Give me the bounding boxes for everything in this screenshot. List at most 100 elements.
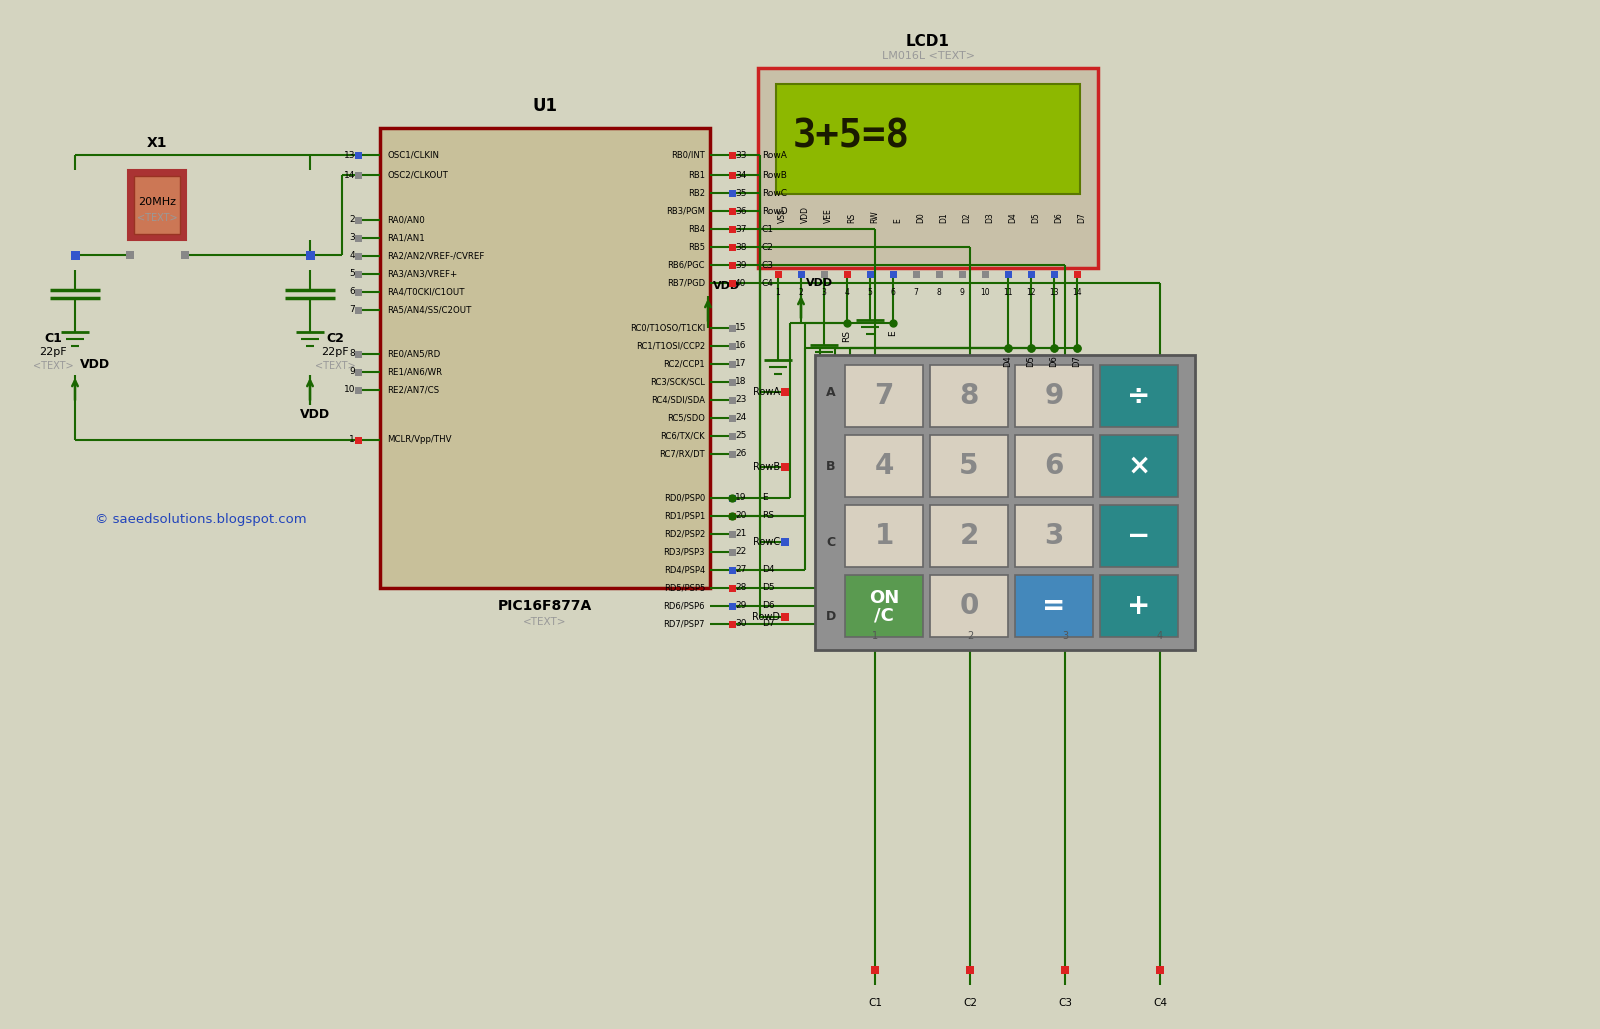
Text: D3: D3 <box>986 212 994 223</box>
Bar <box>381 128 710 588</box>
Text: ×: × <box>1128 452 1150 480</box>
Bar <box>930 435 1008 497</box>
Text: A: A <box>826 386 835 398</box>
Bar <box>774 271 781 278</box>
Text: X1: X1 <box>147 136 168 150</box>
Text: 33: 33 <box>734 150 747 159</box>
Text: PIC16F877A: PIC16F877A <box>498 599 592 613</box>
Text: 0: 0 <box>960 592 979 620</box>
Bar <box>355 151 362 158</box>
Text: RowC: RowC <box>762 188 787 198</box>
Text: 30: 30 <box>734 619 747 629</box>
Text: RowC: RowC <box>754 537 781 547</box>
Bar <box>1014 435 1093 497</box>
Bar <box>728 343 736 350</box>
Text: 20: 20 <box>734 511 746 521</box>
Text: D4: D4 <box>762 566 774 574</box>
Bar <box>1101 575 1178 637</box>
Bar <box>728 603 736 609</box>
Text: C1: C1 <box>762 224 774 234</box>
Bar <box>355 252 362 259</box>
Text: VDD: VDD <box>802 206 810 223</box>
Text: C2: C2 <box>963 998 978 1008</box>
Bar <box>728 584 736 592</box>
Bar <box>1027 271 1035 278</box>
Text: /C: /C <box>874 607 894 625</box>
Text: RC4/SDI/SDA: RC4/SDI/SDA <box>651 395 706 404</box>
Text: 8: 8 <box>349 350 355 358</box>
Text: 4: 4 <box>349 251 355 260</box>
Text: 21: 21 <box>734 530 746 538</box>
Text: RB0/INT: RB0/INT <box>672 150 706 159</box>
Text: 2: 2 <box>798 288 803 297</box>
Bar <box>355 368 362 376</box>
Text: RB3/PGM: RB3/PGM <box>666 207 706 215</box>
Text: 4: 4 <box>845 288 850 297</box>
Text: 2: 2 <box>966 631 973 641</box>
Text: RE0/AN5/RD: RE0/AN5/RD <box>387 350 440 358</box>
Text: C1: C1 <box>867 998 882 1008</box>
Bar <box>728 379 736 386</box>
Text: 34: 34 <box>734 171 746 179</box>
Bar <box>890 271 896 278</box>
Text: 39: 39 <box>734 260 747 270</box>
Bar <box>845 435 923 497</box>
Text: VDD: VDD <box>714 281 741 291</box>
Bar <box>70 250 80 259</box>
Text: C3: C3 <box>762 260 774 270</box>
Text: RowA: RowA <box>762 150 787 159</box>
Text: <TEXT>: <TEXT> <box>32 361 74 371</box>
Text: RA2/AN2/VREF-/CVREF: RA2/AN2/VREF-/CVREF <box>387 251 485 260</box>
Bar <box>936 271 942 278</box>
Bar <box>355 216 362 223</box>
Bar <box>797 271 805 278</box>
Text: 14: 14 <box>1072 288 1082 297</box>
Bar <box>930 365 1008 427</box>
Text: RC1/T1OSI/CCP2: RC1/T1OSI/CCP2 <box>635 342 706 351</box>
Text: 19: 19 <box>734 494 747 502</box>
Bar <box>1101 435 1178 497</box>
Text: D5: D5 <box>1030 212 1040 223</box>
Text: D1: D1 <box>939 212 947 223</box>
Text: RA5/AN4/SS/C2OUT: RA5/AN4/SS/C2OUT <box>387 306 472 315</box>
Text: VSS: VSS <box>778 208 787 223</box>
Text: RB7/PGD: RB7/PGD <box>667 279 706 287</box>
Text: VEE: VEE <box>824 208 834 223</box>
Text: RW: RW <box>870 210 878 223</box>
Bar <box>728 244 736 250</box>
Text: 1: 1 <box>874 522 894 549</box>
Bar <box>1014 575 1093 637</box>
Text: RowD: RowD <box>752 612 781 622</box>
Bar <box>728 548 736 556</box>
Text: 5: 5 <box>867 288 872 297</box>
Text: RD2/PSP2: RD2/PSP2 <box>664 530 706 538</box>
Text: RC6/TX/CK: RC6/TX/CK <box>661 431 706 440</box>
Bar <box>728 280 736 286</box>
Text: RD6/PSP6: RD6/PSP6 <box>664 602 706 610</box>
Text: RC3/SCK/SCL: RC3/SCK/SCL <box>650 378 706 387</box>
Bar <box>355 271 362 278</box>
Text: 40: 40 <box>734 279 746 287</box>
Text: RA0/AN0: RA0/AN0 <box>387 215 424 224</box>
Text: 29: 29 <box>734 602 746 610</box>
Bar <box>814 355 1195 650</box>
Text: B: B <box>826 461 835 473</box>
Text: 10: 10 <box>344 386 355 394</box>
Bar <box>912 271 920 278</box>
Text: VDD: VDD <box>806 278 834 288</box>
Text: RowB: RowB <box>762 171 787 179</box>
Text: 9: 9 <box>349 367 355 377</box>
Text: 5: 5 <box>349 270 355 279</box>
Text: 8: 8 <box>960 382 979 410</box>
Text: 6: 6 <box>891 288 896 297</box>
Bar <box>781 538 789 546</box>
Text: RB1: RB1 <box>688 171 706 179</box>
Bar <box>728 261 736 269</box>
Text: RC0/T1OSO/T1CKI: RC0/T1OSO/T1CKI <box>630 323 706 332</box>
Bar <box>728 360 736 367</box>
Text: 2: 2 <box>349 215 355 224</box>
Bar <box>728 151 736 158</box>
Bar <box>181 251 189 259</box>
Bar <box>728 396 736 403</box>
Bar <box>355 172 362 178</box>
